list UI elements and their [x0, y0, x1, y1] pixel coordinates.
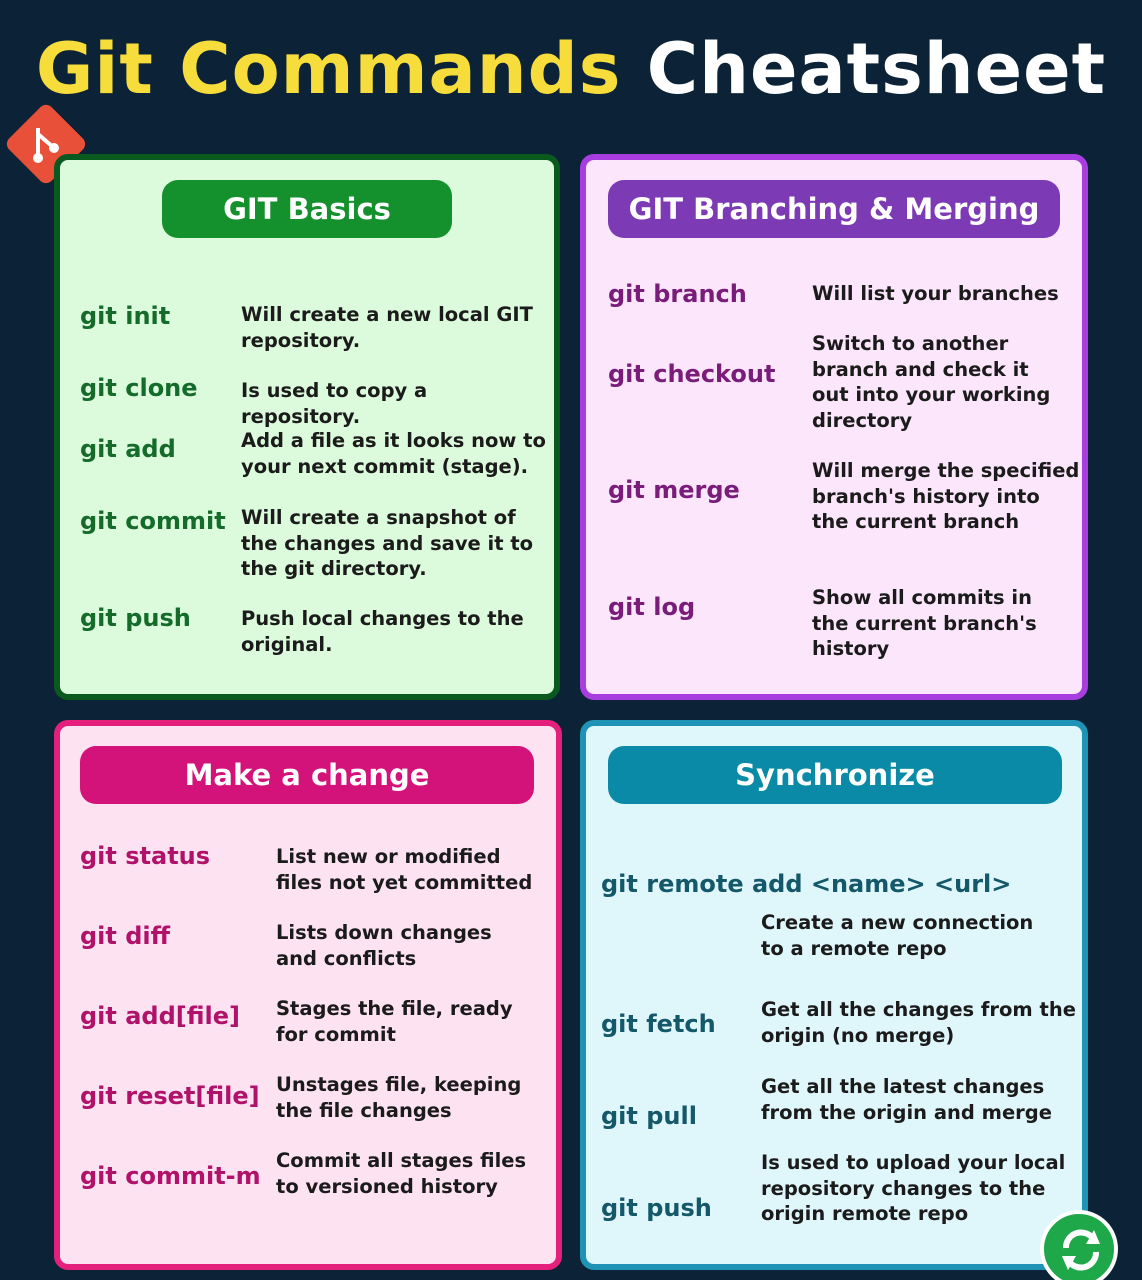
- description-git-branch: Will list your branches: [812, 282, 1059, 305]
- title-part-2: Cheatsheet: [646, 28, 1107, 110]
- git-basics-card: GIT Basics git init Will create a new lo…: [54, 154, 560, 700]
- description-git-fetch: Get all the changes from the origin (no …: [761, 998, 1076, 1047]
- page-title: Git Commands Cheatsheet: [0, 28, 1142, 110]
- command-git-branch: git branch: [608, 280, 747, 308]
- description-git-diff: Lists down changes and conflicts: [276, 921, 492, 970]
- command-git-remote-add: git remote add <name> <url>: [601, 870, 1012, 898]
- description-git-init: Will create a new local GIT repository.: [241, 303, 533, 352]
- description-git-merge: Will merge the specified branch's histor…: [812, 459, 1080, 533]
- command-git-commit-m: git commit-m: [80, 1162, 261, 1190]
- command-git-pull: git pull: [601, 1102, 697, 1130]
- synchronize-card: Synchronize git remote add <name> <url> …: [580, 720, 1088, 1270]
- command-git-add: git add: [80, 435, 176, 463]
- command-git-diff: git diff: [80, 922, 171, 950]
- command-git-init: git init: [80, 302, 171, 330]
- command-git-merge: git merge: [608, 476, 740, 504]
- command-git-checkout: git checkout: [608, 360, 776, 388]
- description-git-status: List new or modified files not yet commi…: [276, 845, 533, 894]
- description-git-push-sync: Is used to upload your local repository …: [761, 1151, 1066, 1225]
- command-git-add-file: git add[file]: [80, 1002, 241, 1030]
- git-basics-heading: GIT Basics: [162, 180, 452, 238]
- description-git-remote-add: Create a new connection to a remote repo: [761, 911, 1034, 960]
- description-git-clone: Is used to copy a repository.: [241, 379, 428, 428]
- sync-icon: [1040, 1210, 1118, 1280]
- description-git-checkout: Switch to another branch and check it ou…: [812, 332, 1051, 432]
- command-git-push-sync: git push: [601, 1194, 712, 1222]
- description-git-add-file: Stages the file, ready for commit: [276, 997, 513, 1046]
- command-git-reset-file: git reset[file]: [80, 1082, 260, 1110]
- command-git-log: git log: [608, 593, 696, 621]
- description-git-add: Add a file as it looks now to your next …: [241, 429, 546, 478]
- command-git-clone: git clone: [80, 374, 198, 402]
- description-git-pull: Get all the latest changes from the orig…: [761, 1075, 1052, 1124]
- command-git-commit: git commit: [80, 507, 226, 535]
- git-branching-heading: GIT Branching & Merging: [608, 180, 1060, 238]
- command-git-push: git push: [80, 604, 191, 632]
- description-git-commit: Will create a snapshot of the changes an…: [241, 506, 534, 580]
- description-git-push: Push local changes to the original.: [241, 607, 524, 656]
- description-git-reset-file: Unstages file, keeping the file changes: [276, 1073, 522, 1122]
- make-a-change-card: Make a change git status List new or mod…: [54, 720, 562, 1270]
- command-git-fetch: git fetch: [601, 1010, 716, 1038]
- description-git-log: Show all commits in the current branch's…: [812, 586, 1037, 660]
- title-part-1: Git Commands: [35, 28, 622, 110]
- git-logo-icon: [3, 101, 89, 187]
- command-git-status: git status: [80, 842, 211, 870]
- synchronize-heading: Synchronize: [608, 746, 1062, 804]
- description-git-commit-m: Commit all stages files to versioned his…: [276, 1149, 527, 1198]
- git-branching-card: GIT Branching & Merging git branch Will …: [580, 154, 1088, 700]
- make-a-change-heading: Make a change: [80, 746, 534, 804]
